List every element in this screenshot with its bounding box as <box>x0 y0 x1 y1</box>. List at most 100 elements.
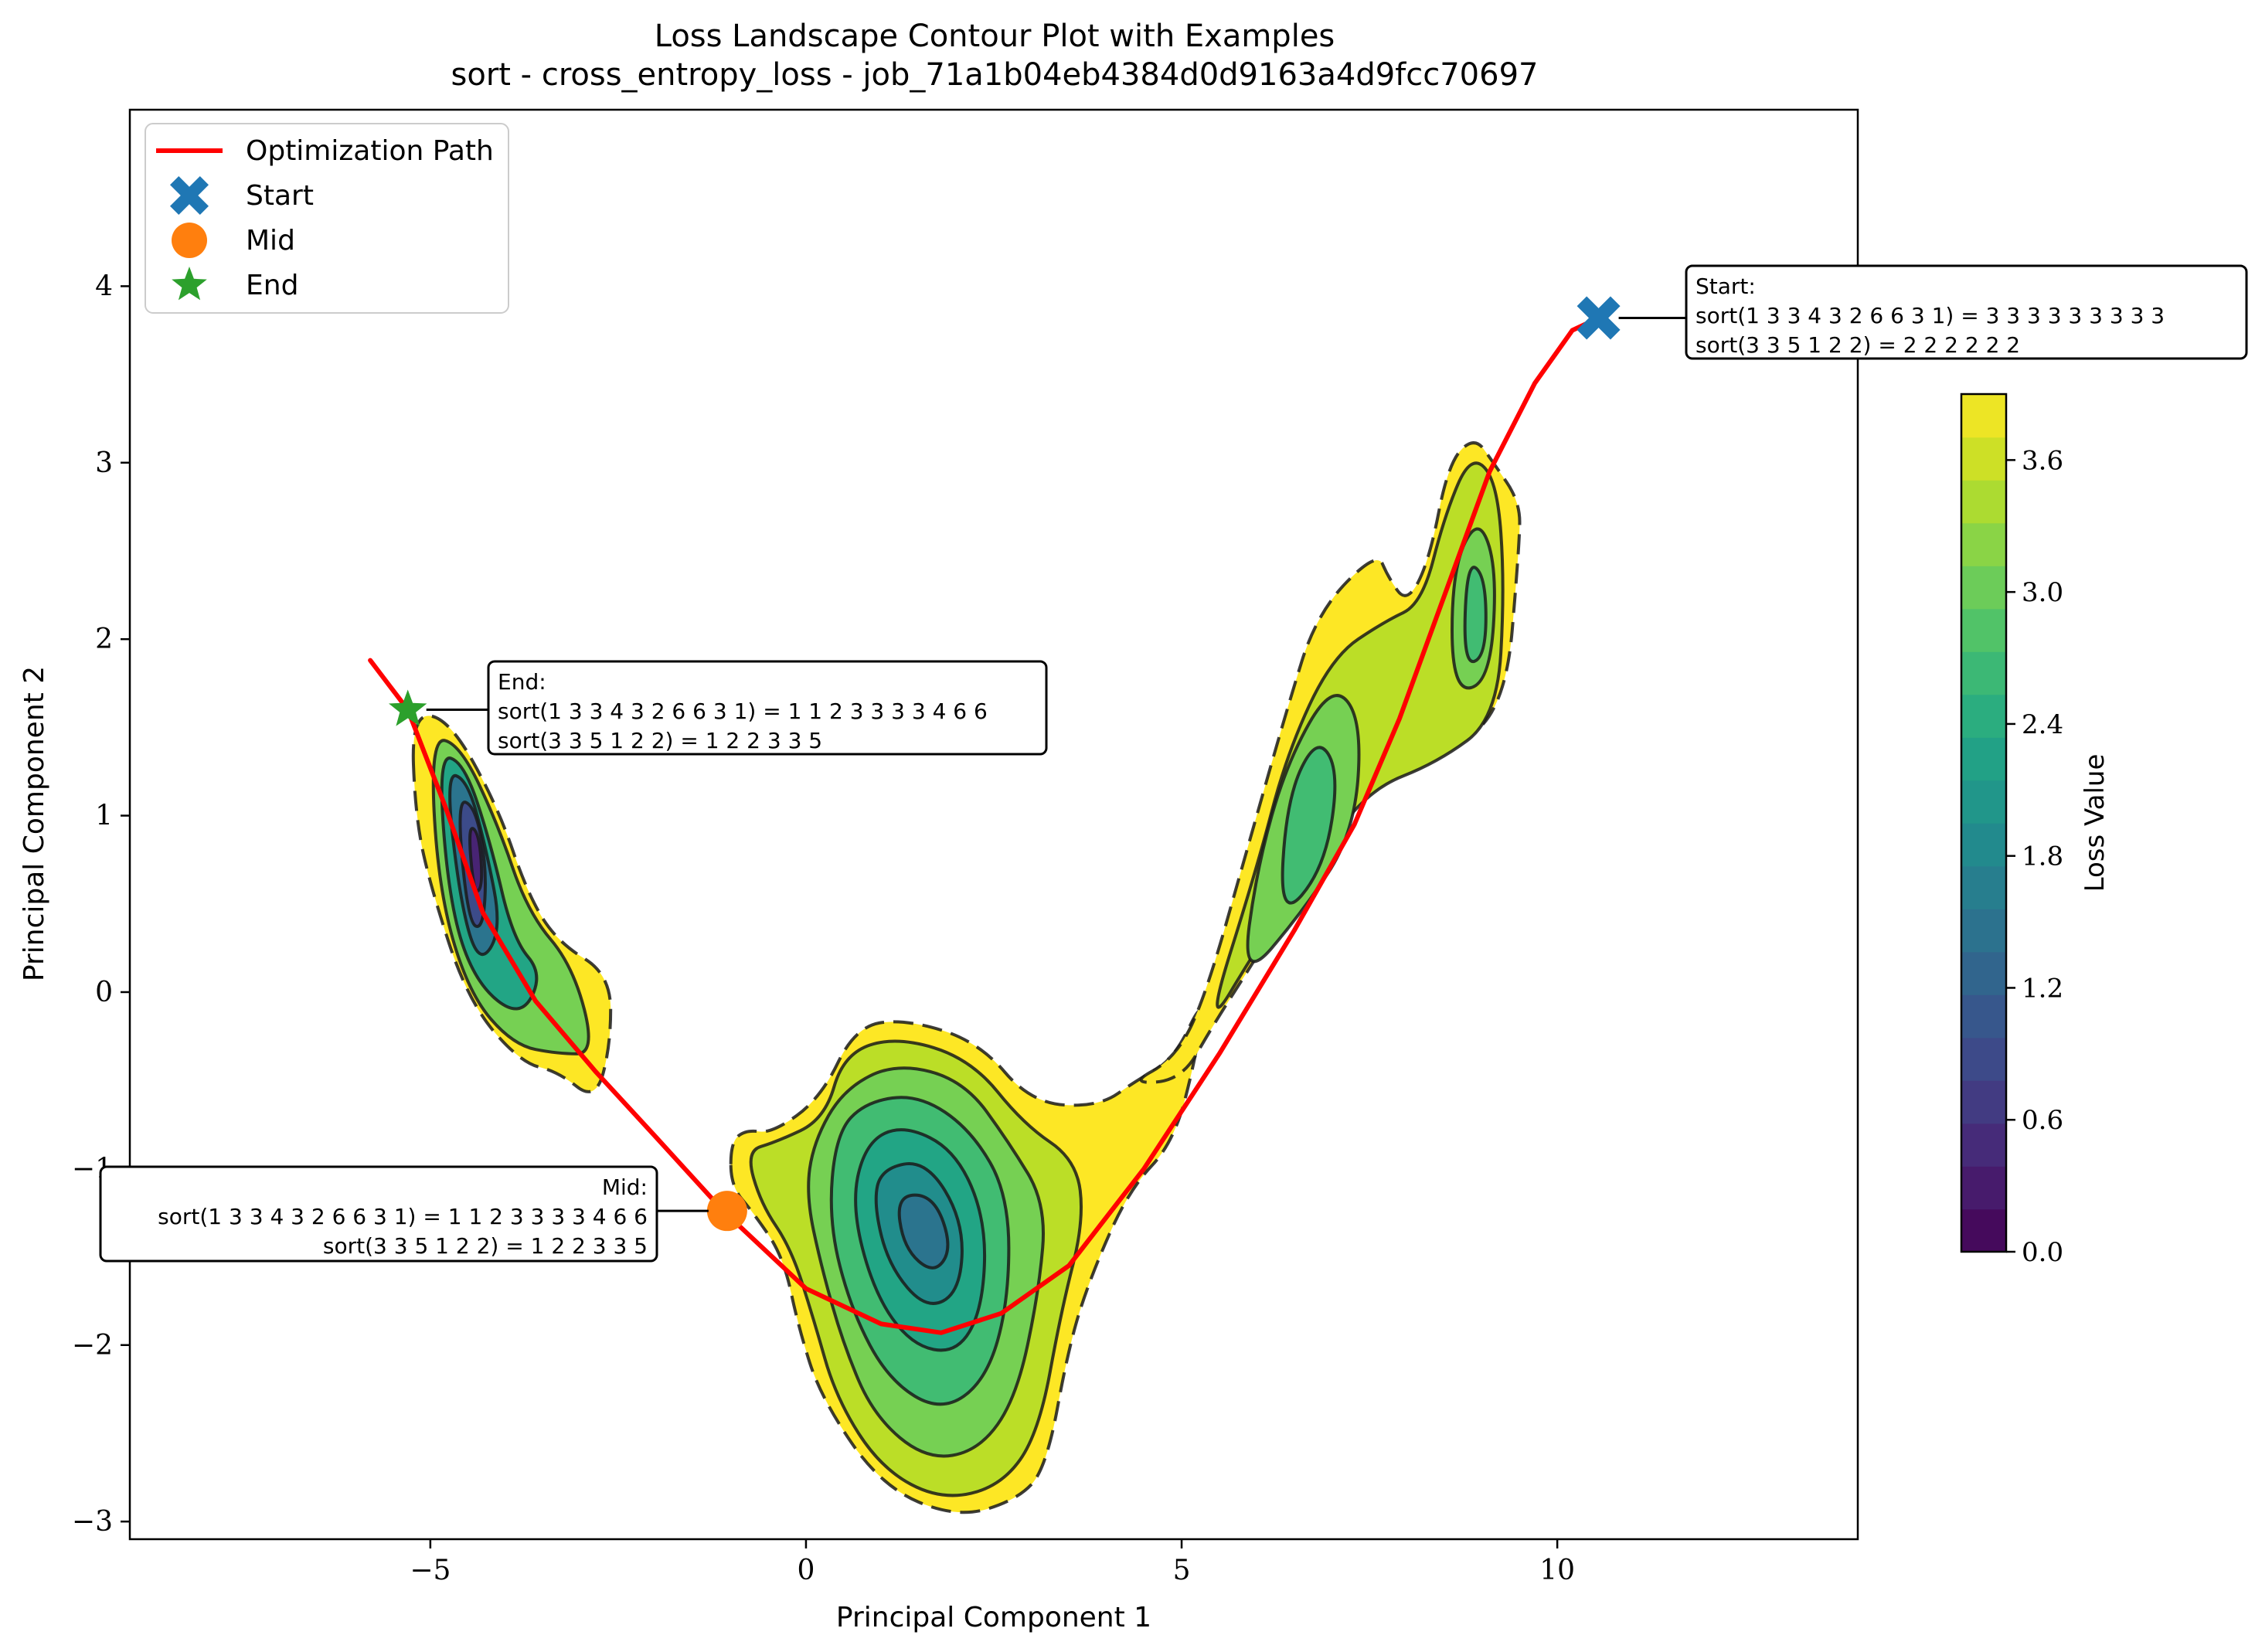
colorbar-band <box>1961 951 2006 995</box>
colorbar-band <box>1961 394 2006 438</box>
x-axis-label: Principal Component 1 <box>836 1602 1151 1633</box>
x-tick-label: −5 <box>410 1555 451 1586</box>
mid-annotation-box <box>99 1165 658 1263</box>
contour-line <box>448 773 499 957</box>
y-tick-label: −2 <box>72 1330 113 1361</box>
contour-line <box>897 1193 950 1270</box>
circle-marker-icon <box>172 223 207 258</box>
mid-marker <box>706 1191 747 1232</box>
start-annotation-line: sort(3 3 5 1 2 2) = 2 2 2 2 2 2 <box>1696 332 2020 358</box>
y-tick-label: 2 <box>95 624 113 655</box>
annotation-layer: Start: sort(1 3 3 4 3 2 6 6 3 1) = 3 3 3 … <box>99 264 2248 1263</box>
colorbar-band <box>1961 651 2006 695</box>
y-tick-label: 3 <box>95 447 113 479</box>
end-annotation-box <box>487 660 1048 756</box>
colorbar-band <box>1961 480 2006 524</box>
colorbar-band <box>1961 1208 2006 1253</box>
colorbar-band <box>1961 1080 2006 1124</box>
x-tick-label: 0 <box>798 1555 815 1586</box>
colorbar-band <box>1961 909 2006 953</box>
contour-line <box>458 801 487 928</box>
legend-label: End <box>246 270 298 301</box>
colorbar-bands <box>1961 394 2006 1253</box>
colorbar-tick-label: 1.2 <box>2022 973 2063 1004</box>
end-annotation-line: sort(1 3 3 4 3 2 6 6 3 1) = 1 1 2 3 3 3 … <box>498 699 988 724</box>
chart-title: Loss Landscape Contour Plot with Example… <box>655 19 1335 54</box>
start-annotation: Start: sort(1 3 3 4 3 2 6 6 3 1) = 3 3 3 … <box>1618 264 2248 360</box>
x-marker-icon <box>170 176 209 215</box>
legend-box <box>145 123 509 314</box>
end-annotation-line: sort(3 3 5 1 2 2) = 1 2 2 3 3 5 <box>498 728 822 753</box>
colorbar-band <box>1961 1037 2006 1081</box>
y-tick-label: −3 <box>72 1506 113 1538</box>
colorbar-tick-label: 0.6 <box>2022 1105 2063 1136</box>
colorbar-label: Loss Value <box>2080 754 2110 892</box>
plot-frame <box>128 108 1859 1541</box>
colorbar-band <box>1961 780 2006 824</box>
star-marker-icon <box>172 267 207 301</box>
colorbar-tick-label: 1.8 <box>2022 841 2063 872</box>
start-marker <box>1576 296 1621 340</box>
mid-annotation-line: sort(1 3 3 4 3 2 6 6 3 1) = 1 1 2 3 3 3 … <box>158 1204 648 1229</box>
legend-label: Optimization Path <box>246 135 494 167</box>
end-annotation: End: sort(1 3 3 4 3 2 6 6 3 1) = 1 1 2 3 … <box>426 660 1048 756</box>
colorbar-band <box>1961 694 2006 738</box>
x-tick-label: 5 <box>1173 1555 1191 1586</box>
colorbar-tick-label: 3.0 <box>2022 577 2063 608</box>
optimization-path-layer <box>368 315 1601 1335</box>
colorbar-band <box>1961 994 2006 1038</box>
contour-line <box>854 1128 987 1352</box>
x-tick-label: 10 <box>1539 1555 1575 1586</box>
colorbar-band <box>1961 1123 2006 1167</box>
end-annotation-line: End: <box>498 669 546 695</box>
chart-subtitle: sort - cross_entropy_loss - job_71a1b04e… <box>451 57 1539 93</box>
start-marker <box>170 176 209 215</box>
end-marker <box>172 267 207 301</box>
start-annotation-box <box>1685 264 2248 360</box>
y-tick-label: 1 <box>95 801 113 832</box>
legend: Optimization Path Start Mid End <box>145 123 509 314</box>
colorbar-band <box>1961 865 2006 909</box>
colorbar-band <box>1961 608 2006 652</box>
contour-line <box>1281 746 1337 905</box>
colorbar: 0.0 0.6 1.2 1.8 2.4 3.0 3.6 Loss Value <box>1960 393 2110 1268</box>
y-axis-label: Principal Component 2 <box>19 666 50 981</box>
colorbar-frame <box>1960 393 2008 1253</box>
contour-fill <box>899 1195 948 1268</box>
end-marker <box>389 689 427 726</box>
optimization-path-line <box>368 315 1601 1335</box>
x-axis: −5 0 5 10 <box>410 1539 1575 1586</box>
mid-annotation: Mid: sort(1 3 3 4 3 2 6 6 3 1) = 1 1 2 3 … <box>99 1165 709 1263</box>
contour-line <box>1463 566 1488 664</box>
y-tick-label: 0 <box>95 977 113 1008</box>
contour-line <box>749 1039 1083 1497</box>
contour-line <box>440 756 539 1011</box>
contour-fill <box>1464 567 1486 662</box>
colorbar-band <box>1961 1166 2006 1210</box>
colorbar-tick-label: 0.0 <box>2022 1237 2063 1268</box>
colorbar-band <box>1961 566 2006 610</box>
plot-area <box>128 108 1859 1541</box>
contour-layer <box>411 441 1522 1514</box>
colorbar-tick-label: 3.6 <box>2022 445 2063 476</box>
contour-line <box>874 1162 964 1305</box>
mid-annotation-line: sort(3 3 5 1 2 2) = 1 2 2 3 3 5 <box>323 1233 648 1259</box>
legend-label: Mid <box>246 225 295 257</box>
colorbar-band <box>1961 823 2006 867</box>
contour-region-mid-basin <box>729 1009 1203 1514</box>
contour-region-right-ridge <box>1139 441 1522 1084</box>
colorbar-band <box>1961 437 2006 481</box>
mid-annotation-line: Mid: <box>602 1174 648 1200</box>
start-annotation-line: Start: <box>1696 274 1756 299</box>
colorbar-tick-label: 2.4 <box>2022 709 2063 740</box>
colorbar-band <box>1961 737 2006 781</box>
colorbar-ticks: 0.0 0.6 1.2 1.8 2.4 3.0 3.6 <box>2006 445 2063 1268</box>
contour-line <box>431 739 590 1055</box>
y-tick-label: 4 <box>95 270 113 302</box>
contour-line <box>1246 694 1361 964</box>
legend-label: Start <box>246 180 314 212</box>
contour-line <box>807 1066 1046 1458</box>
contour-line <box>729 1009 1203 1514</box>
